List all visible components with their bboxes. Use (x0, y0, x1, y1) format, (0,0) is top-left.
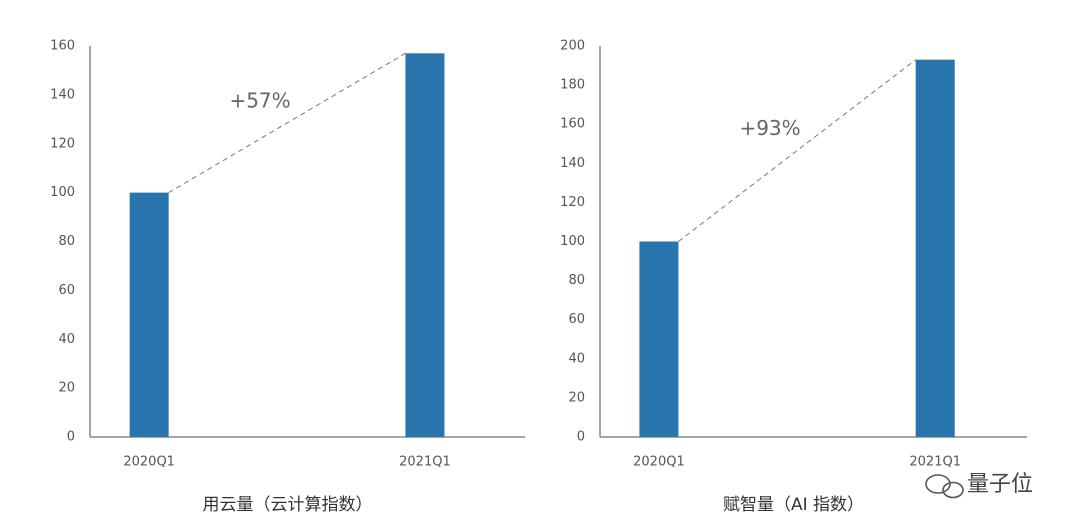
y-tick-label: 80 (58, 234, 75, 249)
x-tick-label: 2020Q1 (633, 455, 685, 470)
y-tick-label: 20 (58, 381, 75, 396)
chart-title: 用云量（云计算指数） (203, 495, 373, 515)
bar (915, 59, 955, 438)
y-tick-label: 180 (560, 78, 585, 93)
y-tick-label: 140 (560, 156, 585, 171)
watermark-icon (925, 474, 964, 499)
y-tick-label: 20 (568, 390, 585, 405)
trend-line (168, 52, 406, 194)
y-tick-label: 160 (560, 117, 585, 132)
x-tick-label: 2020Q1 (123, 455, 175, 470)
y-tick-label: 60 (568, 312, 585, 327)
y-tick-label: 100 (560, 234, 585, 249)
y-tick-label: 80 (568, 273, 585, 288)
bar (129, 192, 169, 437)
annotation: +93% (739, 116, 800, 140)
y-tick-label: 0 (67, 430, 75, 445)
annotation: +57% (229, 88, 290, 112)
x-tick-label: 2021Q1 (399, 455, 451, 470)
y-tick-label: 120 (560, 195, 585, 210)
watermark: 量子位 (967, 472, 1033, 497)
chart-title: 赋智量（AI 指数） (723, 495, 864, 515)
y-tick-label: 0 (577, 430, 585, 445)
bar (405, 53, 445, 438)
x-tick-label: 2021Q1 (909, 455, 961, 470)
y-tick-label: 100 (50, 185, 75, 200)
y-tick-label: 200 (560, 39, 585, 54)
y-tick-label: 60 (58, 283, 75, 298)
trend-line (678, 59, 916, 242)
bar (639, 241, 679, 437)
y-tick-label: 160 (50, 39, 75, 54)
y-tick-label: 140 (50, 87, 75, 102)
y-tick-label: 40 (58, 332, 75, 347)
y-tick-label: 120 (50, 136, 75, 151)
y-tick-label: 40 (568, 351, 585, 366)
